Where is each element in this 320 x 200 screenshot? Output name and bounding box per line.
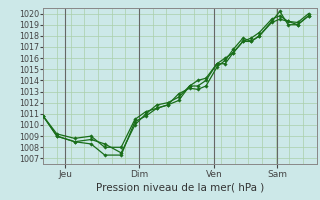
X-axis label: Pression niveau de la mer( hPa ): Pression niveau de la mer( hPa ) — [96, 183, 264, 193]
